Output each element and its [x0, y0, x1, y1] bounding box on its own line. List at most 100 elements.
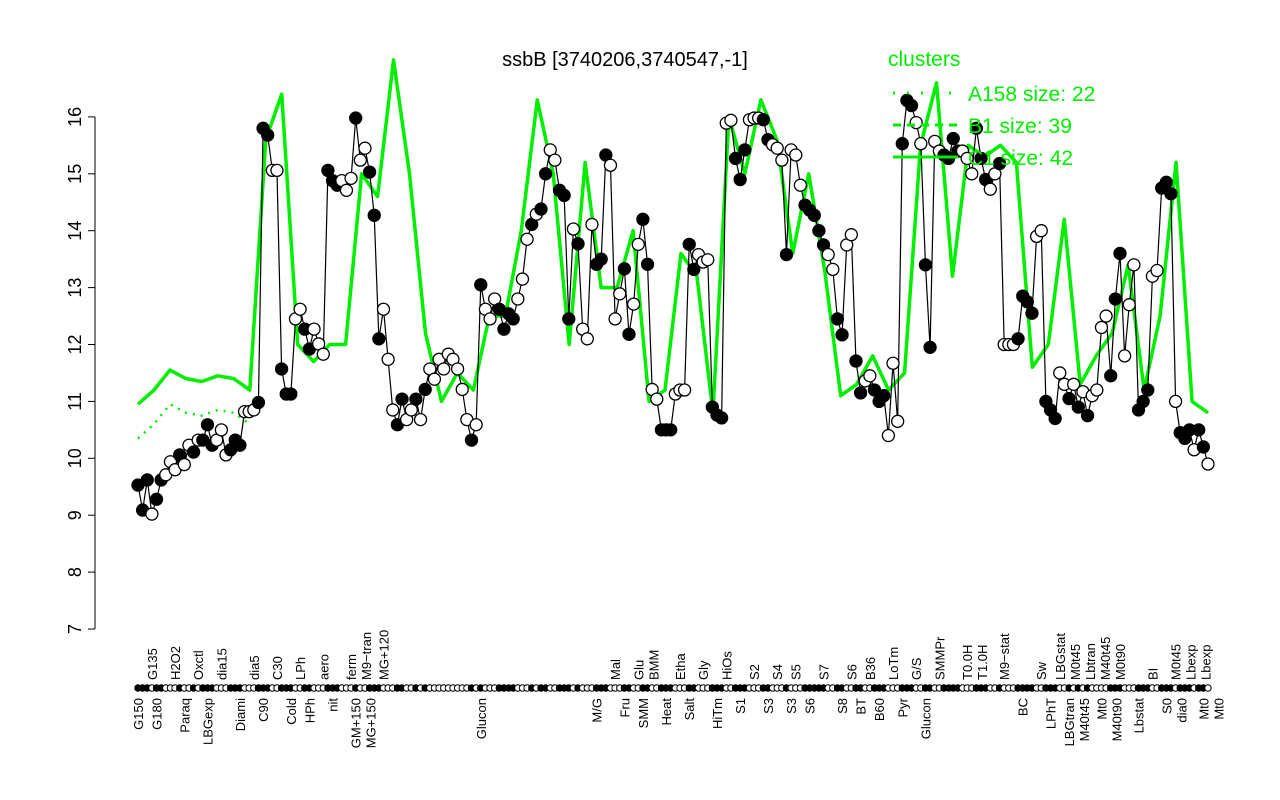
- data-point: [1150, 263, 1164, 278]
- y-tick-label: 11: [65, 392, 85, 411]
- data-point: [1048, 411, 1062, 426]
- data-point: [548, 153, 562, 167]
- data-point: [233, 438, 247, 452]
- data-point: [1053, 366, 1067, 380]
- data-point: [483, 312, 497, 326]
- x-tick-label: S8: [835, 698, 850, 714]
- data-point: [214, 423, 229, 437]
- data-point: [909, 115, 923, 130]
- data-point: [807, 208, 821, 222]
- data-point: [362, 165, 377, 179]
- data-point: [474, 278, 488, 292]
- data-point: [914, 136, 928, 151]
- x-tick-label: Oxctl: [191, 650, 206, 680]
- data-point: [1164, 187, 1178, 201]
- data-point: [464, 433, 479, 447]
- x-tick-label: dia0: [1174, 698, 1189, 723]
- cluster-c1-line: [136, 58, 1210, 415]
- y-tick-label: 7: [65, 624, 85, 634]
- data-point: [677, 383, 692, 397]
- data-point: [1025, 306, 1039, 320]
- x-tick-label: S5: [789, 664, 804, 680]
- data-point: [149, 492, 164, 506]
- x-tick-label: BMM: [646, 650, 661, 680]
- x-tick-label: HPh: [302, 698, 317, 723]
- data-point: [585, 217, 599, 232]
- x-tick-label: LoTm: [886, 647, 901, 680]
- x-tick-label: Glucon: [474, 698, 489, 739]
- data-point: [946, 131, 960, 146]
- data-point: [316, 347, 330, 361]
- x-tick-label: Glucon: [918, 698, 933, 739]
- x-tick-label: LPh: [293, 657, 308, 680]
- data-point: [372, 332, 386, 346]
- x-tick-label: LBGexp: [200, 698, 215, 745]
- x-tick-label: Etha: [673, 652, 688, 680]
- x-tick-label: T1.0H: [975, 645, 990, 680]
- data-point: [520, 232, 534, 246]
- data-point: [455, 382, 469, 397]
- data-point: [353, 153, 367, 167]
- x-tick-label: T0.0H: [960, 645, 975, 680]
- data-point: [274, 362, 289, 376]
- data-point: [1127, 258, 1141, 272]
- x-tick-label: Mal: [608, 659, 623, 680]
- x-tick-label: SMM: [636, 698, 651, 728]
- data-point: [826, 262, 840, 277]
- data-point: [538, 167, 553, 181]
- data-point: [270, 163, 284, 178]
- data-point: [1020, 295, 1035, 309]
- data-point: [812, 224, 826, 238]
- data-point: [376, 302, 391, 316]
- legend-entry-c1: C1 size: 42: [968, 147, 1073, 170]
- data-point: [714, 411, 729, 425]
- data-point: [450, 362, 465, 376]
- data-point: [1108, 292, 1123, 306]
- data-point: [793, 178, 808, 192]
- x-tick-label: Diami: [233, 698, 248, 731]
- data-point: [682, 237, 696, 252]
- x-tick-label: C30: [270, 656, 285, 680]
- data-point: [992, 156, 1007, 171]
- data-point: [186, 445, 201, 459]
- data-point: [617, 262, 632, 276]
- y-tick-label: 10: [65, 448, 85, 468]
- data-point: [844, 228, 858, 242]
- x-tick-label: S3: [761, 698, 776, 714]
- x-tick-label: B60: [872, 698, 887, 721]
- x-tick-label: LBGstat: [1053, 633, 1068, 680]
- x-tick-label: Mt0: [1196, 698, 1211, 720]
- data-point: [779, 247, 794, 262]
- x-tick-label: S7: [817, 664, 832, 680]
- x-tick-label: Pyr: [895, 697, 910, 717]
- data-point: [849, 354, 863, 368]
- y-tick-label: 13: [65, 278, 85, 298]
- data-point: [395, 392, 409, 406]
- x-tick-label: MG+150: [364, 698, 379, 748]
- data-point: [640, 257, 655, 271]
- data-point: [200, 418, 215, 432]
- data-point: [140, 473, 154, 487]
- data-point: [853, 386, 868, 400]
- data-point: [145, 507, 159, 521]
- data-point: [626, 297, 641, 311]
- data-point: [1117, 349, 1132, 363]
- x-tick-label: B36: [863, 657, 878, 680]
- x-tick-label: M0t90: [1113, 644, 1128, 680]
- data-point: [511, 292, 525, 306]
- x-tick-label: Mt0: [1211, 698, 1226, 720]
- x-tick-label: Lbtran: [1083, 643, 1098, 680]
- data-point: [1094, 320, 1109, 335]
- data-point: [1168, 394, 1183, 409]
- x-tick-label: M9−tran: [359, 632, 374, 680]
- data-point: [960, 151, 974, 166]
- data-point: [636, 212, 650, 226]
- data-point: [923, 340, 937, 354]
- x-tick-label: Glu: [631, 660, 646, 680]
- data-point: [891, 414, 905, 428]
- x-tick-label: nit: [326, 698, 341, 712]
- data-point: [339, 183, 354, 197]
- x-tick-label: Gly: [696, 660, 711, 680]
- data-point: [557, 188, 571, 203]
